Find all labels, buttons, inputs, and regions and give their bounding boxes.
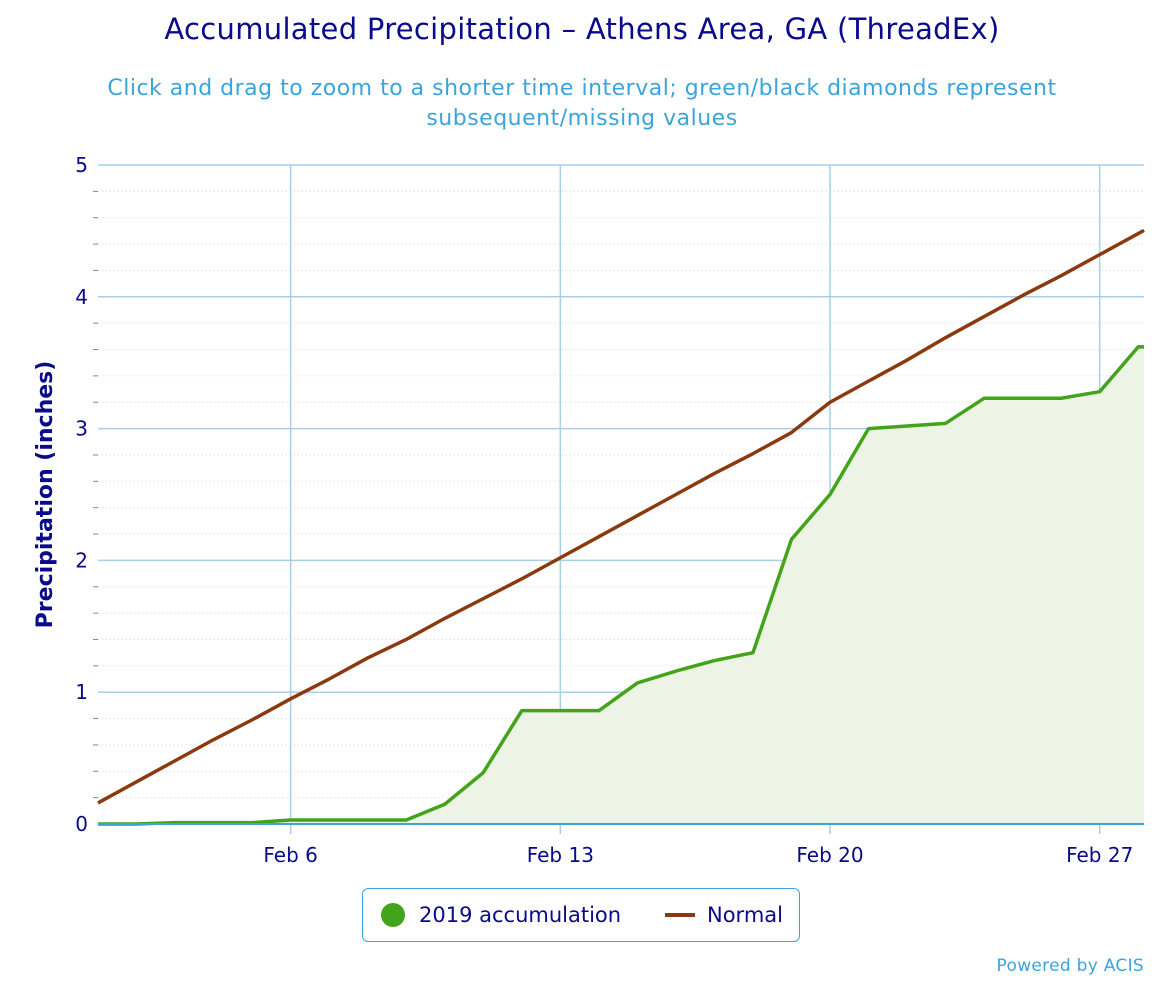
- accumulation-line: [98, 345, 1144, 826]
- axis-layer: 0 1 2 3 4 5 Feb 6 Feb 13 Feb 20 Feb 27 Precipitati…: [33, 153, 1144, 867]
- legend-item-accumulation[interactable]: 2019 accumulation: [381, 889, 621, 941]
- legend-circle-icon: [381, 903, 405, 927]
- chart-subtitle: Click and drag to zoom to a shorter time…: [107, 76, 1057, 131]
- y-tick-label: 0: [75, 812, 88, 836]
- x-tick-label: Feb 13: [527, 843, 594, 867]
- accumulation-area: [98, 346, 1144, 824]
- legend-item-normal[interactable]: Normal: [665, 889, 783, 941]
- legend-label-normal: Normal: [707, 903, 783, 927]
- x-tick-label: Feb 6: [263, 843, 318, 867]
- y-tick-label: 2: [75, 548, 88, 572]
- y-tick-label: 5: [75, 153, 88, 177]
- credits-link[interactable]: Powered by ACIS: [996, 956, 1144, 976]
- y-tick-label: 4: [75, 285, 88, 309]
- y-tick-label: 3: [75, 417, 88, 441]
- y-axis-title: Precipitation (inches): [33, 361, 58, 629]
- chart-title: Accumulated Precipitation – Athens Area,…: [164, 12, 1000, 46]
- series-layer: [97, 228, 1145, 826]
- normal-line: [97, 228, 1145, 805]
- legend-label-accumulation: 2019 accumulation: [419, 903, 622, 927]
- legend-line-icon: [665, 913, 695, 917]
- x-tick-label: Feb 27: [1066, 843, 1133, 867]
- x-tick-label: Feb 20: [796, 843, 863, 867]
- y-tick-label: 1: [75, 680, 88, 704]
- chart-legend: 2019 accumulation Normal: [362, 888, 800, 942]
